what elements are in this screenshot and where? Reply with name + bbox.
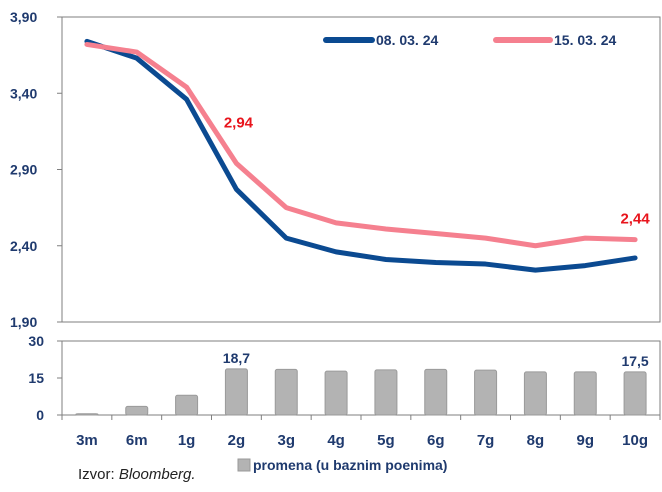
series-line-2 [84, 41, 638, 249]
legend-swatch-bars [237, 458, 251, 472]
bar [175, 394, 199, 416]
bar [324, 370, 348, 416]
bar [424, 368, 448, 416]
x-tick-label: 6m [126, 432, 148, 449]
source-note: Izvor: Bloomberg. [78, 466, 196, 483]
bar [125, 405, 149, 416]
bar [623, 371, 647, 416]
x-tick-label: 6g [427, 432, 445, 449]
bar [474, 369, 498, 416]
bar-data-label: 18,7 [223, 350, 250, 366]
series-line-1 [84, 38, 638, 273]
line-y-tick-label: 1,90 [10, 314, 37, 330]
bar [274, 368, 298, 416]
x-tick-label: 7g [477, 432, 495, 449]
bar [224, 368, 248, 416]
legend-label-2: 15. 03. 24 [554, 32, 616, 48]
bar-y-tick-label: 0 [36, 407, 44, 423]
line-y-tick-label: 2,90 [10, 162, 37, 178]
x-tick-label: 3g [277, 432, 295, 449]
legend-label-1: 08. 03. 24 [376, 32, 438, 48]
bar [75, 413, 99, 416]
bar [573, 371, 597, 416]
x-tick-label: 4g [327, 432, 345, 449]
line-y-tick-label: 3,40 [10, 85, 37, 101]
bar-data-label: 17,5 [621, 353, 648, 369]
x-tick-label: 5g [377, 432, 395, 449]
line-y-tick-label: 3,90 [10, 9, 37, 25]
x-tick-label: 10g [622, 432, 648, 449]
line-y-tick-label: 2,40 [10, 238, 37, 254]
x-tick-label: 2g [228, 432, 246, 449]
source-name: Bloomberg. [118, 466, 196, 483]
x-tick-label: 9g [576, 432, 594, 449]
x-tick-label: 1g [178, 432, 196, 449]
bar-plot-frame [61, 340, 661, 416]
line-data-label: 2,94 [224, 114, 254, 131]
bar-y-tick-label: 15 [28, 370, 44, 386]
bar-y-tick-label: 30 [28, 333, 44, 349]
source-prefix: Izvor: [78, 466, 119, 483]
legend-label-bars: promena (u baznim poenima) [253, 457, 447, 473]
bar [374, 369, 398, 416]
bar [523, 371, 547, 416]
x-tick-label: 8g [527, 432, 545, 449]
line-data-label: 2,44 [620, 211, 650, 228]
x-tick-label: 3m [76, 432, 98, 449]
